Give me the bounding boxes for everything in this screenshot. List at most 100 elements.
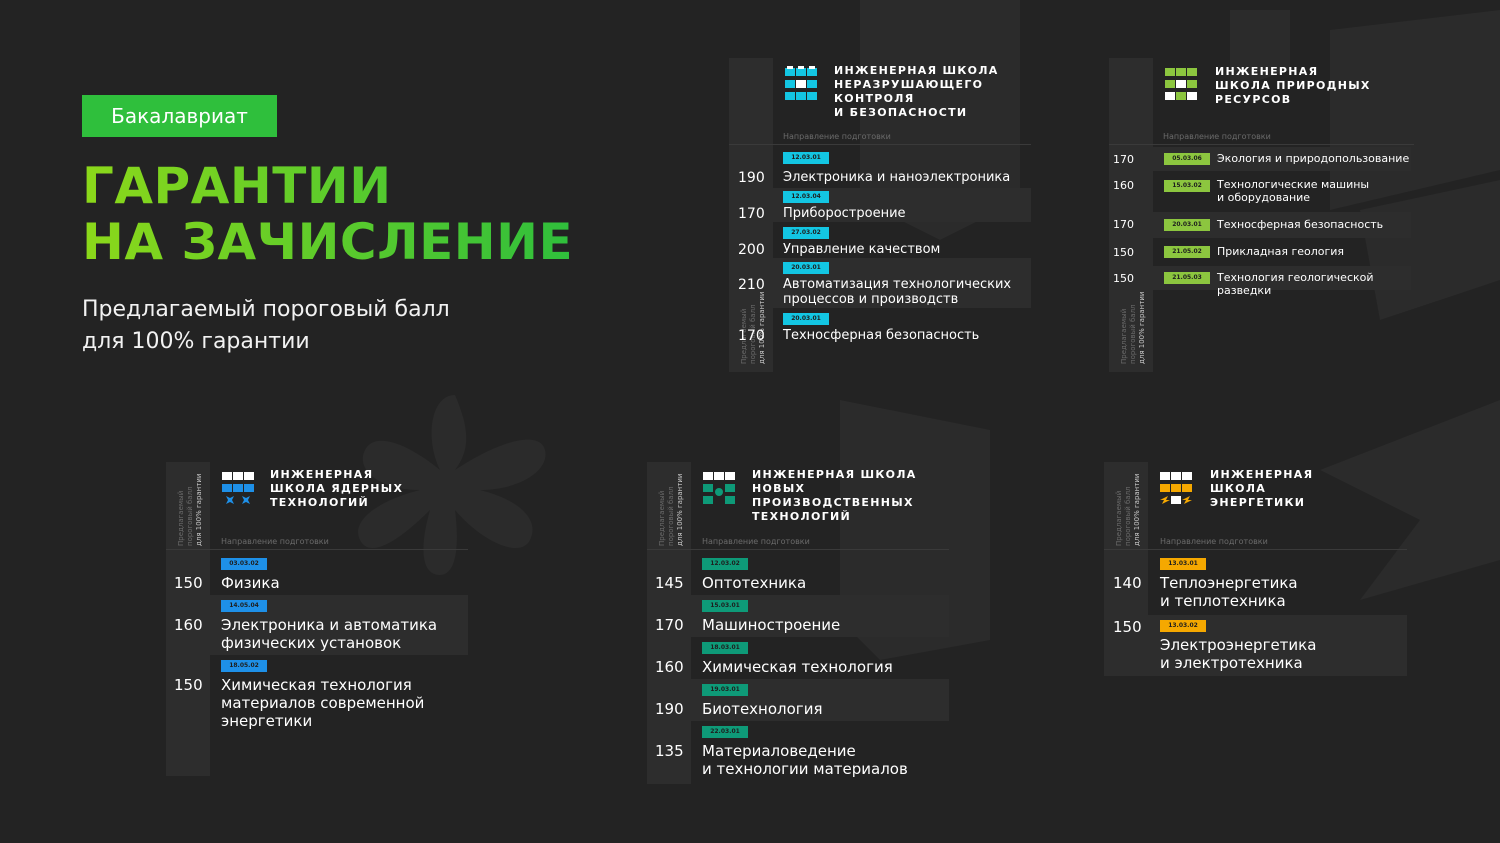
score: 160	[1113, 179, 1134, 192]
school-card-production: Предлагаемый пороговый балл для 100% гар…	[647, 462, 949, 784]
program-code: 13.03.02	[1160, 620, 1206, 632]
divider	[166, 549, 468, 550]
direction-label: Направление подготовки	[221, 537, 329, 546]
program-code: 15.03.02	[1164, 180, 1210, 192]
program-code: 18.05.02	[221, 660, 267, 672]
program-name: Технология геологической разведки	[1217, 271, 1374, 297]
score-column: Предлагаемый пороговый балл для 100% гар…	[647, 462, 691, 784]
program-row: 170 20.03.01 Техносферная безопасность	[729, 312, 1031, 348]
program-row: 150 03.03.02 Физика	[166, 556, 468, 594]
score: 150	[174, 574, 203, 592]
bachelor-badge: Бакалавриат	[82, 95, 277, 137]
program-row: 170 05.03.06 Экология и природопользован…	[1113, 147, 1411, 171]
program-row: 150 21.05.02 Прикладная геология	[1109, 240, 1414, 264]
program-row: 160 18.03.01 Химическая технология	[647, 639, 949, 677]
school-logo-icon	[222, 472, 254, 504]
program-code: 21.05.02	[1164, 246, 1210, 258]
title-line-1: ГАРАНТИИ	[82, 158, 573, 214]
score: 210	[738, 277, 765, 293]
program-code: 18.03.01	[702, 642, 748, 654]
score: 145	[655, 574, 684, 592]
program-code: 03.03.02	[221, 558, 267, 570]
score: 190	[738, 170, 765, 186]
program-row: 200 27.03.02 Управление качеством	[729, 224, 1031, 258]
divider	[1109, 144, 1414, 145]
program-name: Электроника и наноэлектроника	[783, 170, 1011, 185]
program-name: Химическая технология материалов совреме…	[221, 676, 425, 730]
score: 140	[1113, 574, 1142, 592]
direction-label: Направление подготовки	[1160, 537, 1268, 546]
score: 170	[738, 206, 765, 222]
program-code: 20.03.01	[1164, 219, 1210, 231]
program-code: 20.03.01	[783, 313, 829, 325]
school-name: ИНЖЕНЕРНАЯ ШКОЛА ЯДЕРНЫХ ТЕХНОЛОГИЙ	[270, 468, 404, 509]
school-logo-icon	[703, 472, 735, 504]
subtitle-line-1: Предлагаемый пороговый балл	[82, 297, 450, 322]
school-card-nuclear: Предлагаемый пороговый балл для 100% гар…	[166, 462, 468, 776]
program-row: 210 20.03.01 Автоматизация технологическ…	[738, 258, 1031, 308]
program-name: Физика	[221, 574, 280, 592]
program-name: Экология и природопользование	[1217, 152, 1410, 165]
direction-label: Направление подготовки	[783, 132, 891, 141]
program-name: Оптотехника	[702, 574, 807, 592]
score: 160	[655, 658, 684, 676]
divider	[1104, 549, 1407, 550]
score-column: Предлагаемый пороговый балл для 100% гар…	[729, 58, 773, 372]
direction-label: Направление подготовки	[702, 537, 810, 546]
score: 170	[655, 616, 684, 634]
divider	[729, 144, 1031, 145]
school-name: ИНЖЕНЕРНАЯ ШКОЛА НЕРАЗРУШАЮЩЕГО КОНТРОЛЯ…	[834, 64, 999, 119]
program-code: 13.03.01	[1160, 558, 1206, 570]
program-name: Приборостроение	[783, 206, 906, 221]
score: 150	[174, 676, 203, 694]
program-code: 12.03.04	[783, 191, 829, 203]
direction-label: Направление подготовки	[1163, 132, 1271, 141]
score-column: Предлагаемый пороговый балл для 100% гар…	[1104, 462, 1148, 676]
score: 170	[1113, 153, 1134, 166]
program-code: 12.03.01	[783, 152, 829, 164]
program-name: Техносферная безопасность	[1217, 218, 1384, 231]
program-code: 27.03.02	[783, 227, 829, 239]
score: 150	[1113, 272, 1134, 285]
score-column-label: Предлагаемый пороговый балл для 100% гар…	[177, 473, 203, 546]
school-card-natural-resources: Предлагаемый пороговый балл для 100% гар…	[1109, 58, 1414, 372]
score: 190	[655, 700, 684, 718]
program-row: 160 15.03.02 Технологические машины и об…	[1109, 174, 1414, 210]
program-name: Автоматизация технологических процессов …	[783, 277, 1012, 307]
program-row: 140 13.03.01 Теплоэнергетика и теплотехн…	[1104, 556, 1407, 614]
program-row: 170 15.03.01 Машиностроение	[655, 595, 949, 637]
school-card-ndt: Предлагаемый пороговый балл для 100% гар…	[729, 58, 1031, 372]
program-code: 15.03.01	[702, 600, 748, 612]
program-name: Материаловедение и технологии материалов	[702, 742, 908, 778]
program-code: 20.03.01	[783, 262, 829, 274]
program-name: Химическая технология	[702, 658, 893, 676]
program-code: 22.03.01	[702, 726, 748, 738]
score: 170	[1113, 218, 1134, 231]
program-name: Теплоэнергетика и теплотехника	[1160, 574, 1298, 610]
score-column-label: Предлагаемый пороговый балл для 100% гар…	[1120, 291, 1146, 364]
score: 150	[1113, 246, 1134, 259]
program-row: 170 12.03.04 Приборостроение	[738, 188, 1031, 222]
program-name: Техносферная безопасность	[783, 328, 980, 343]
subtitle-line-2: для 100% гарантии	[82, 329, 310, 354]
page-subtitle: Предлагаемый пороговый балл для 100% гар…	[82, 294, 450, 358]
score: 170	[738, 328, 765, 344]
page-title: ГАРАНТИИ НА ЗАЧИСЛЕНИЕ	[82, 158, 573, 270]
program-code: 14.05.04	[221, 600, 267, 612]
program-row: 170 20.03.01 Техносферная безопасность	[1113, 212, 1411, 238]
program-code: 19.03.01	[702, 684, 748, 696]
score-column-label: Предлагаемый пороговый балл для 100% гар…	[658, 473, 684, 546]
program-code: 12.03.02	[702, 558, 748, 570]
school-name: ИНЖЕНЕРНАЯ ШКОЛА ПРИРОДНЫХ РЕСУРСОВ	[1215, 65, 1371, 106]
program-name: Технологические машины и оборудование	[1217, 178, 1370, 204]
divider	[647, 549, 949, 550]
program-code: 21.05.03	[1164, 272, 1210, 284]
school-logo-icon	[785, 66, 817, 100]
program-row: 190 12.03.01 Электроника и наноэлектрони…	[729, 150, 1031, 186]
school-card-energy: Предлагаемый пороговый балл для 100% гар…	[1104, 462, 1407, 676]
program-name: Машиностроение	[702, 616, 841, 634]
score-column: Предлагаемый пороговый балл для 100% гар…	[166, 462, 210, 776]
score: 135	[655, 742, 684, 760]
program-row: 150 13.03.02 Электроэнергетика и электро…	[1113, 615, 1407, 676]
score: 160	[174, 616, 203, 634]
